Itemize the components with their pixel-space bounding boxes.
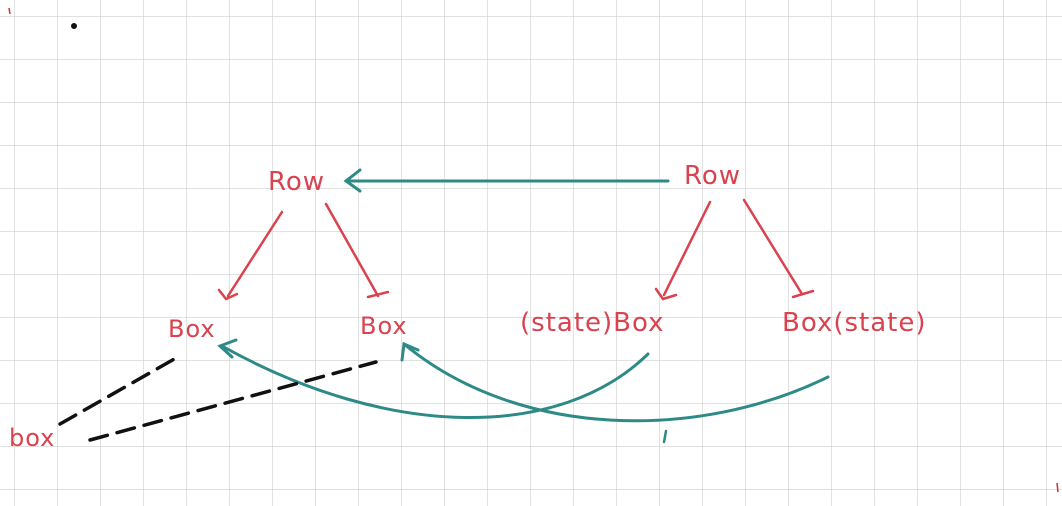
black-dashed-lines bbox=[58, 356, 378, 442]
stray-dot bbox=[71, 23, 77, 29]
left-box-2-label: Box bbox=[360, 312, 408, 340]
red-arrows-left-row bbox=[217, 202, 390, 301]
right-box-1-label: (state)Box bbox=[520, 308, 664, 338]
left-row-label: Row bbox=[268, 167, 325, 197]
teal-curve-box-state-to-left-box-2 bbox=[400, 341, 830, 423]
stray-mark-top-left bbox=[8, 7, 11, 15]
stray-mark-teal bbox=[662, 429, 668, 444]
teal-arrow-row-to-row bbox=[343, 168, 670, 193]
left-box-1-label: Box bbox=[168, 315, 216, 343]
right-box-2-label: Box(state) bbox=[782, 308, 926, 338]
teal-curve-state-box-to-left-box bbox=[217, 338, 650, 420]
red-arrows-right-row bbox=[654, 198, 815, 301]
right-row-label: Row bbox=[684, 161, 741, 191]
stray-mark-bottom-right bbox=[1056, 482, 1059, 493]
external-box-label: box bbox=[9, 424, 55, 452]
